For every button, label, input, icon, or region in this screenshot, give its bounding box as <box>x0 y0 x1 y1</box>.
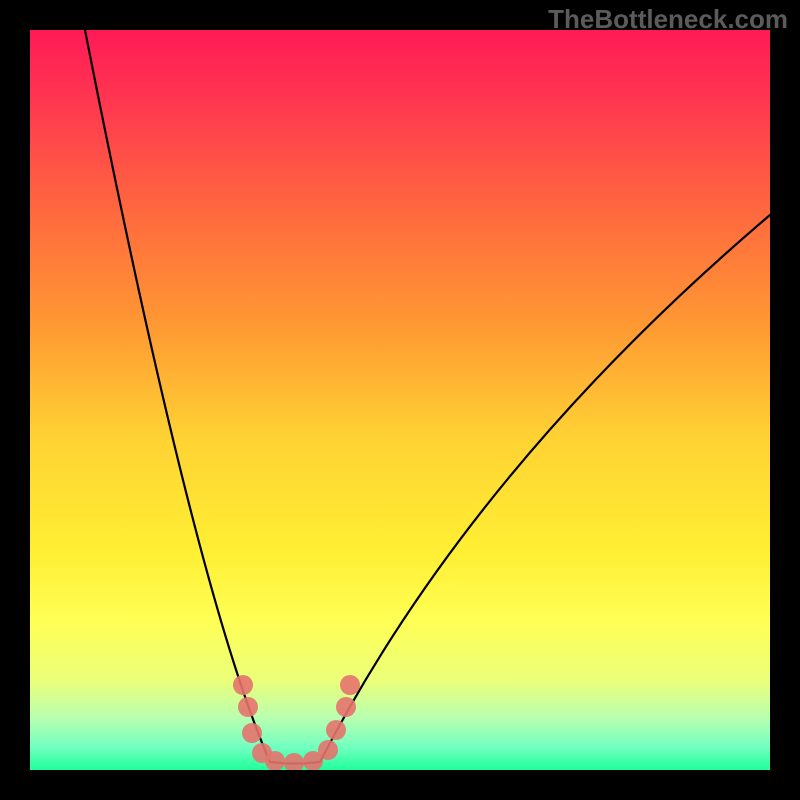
curve-marker <box>340 675 360 695</box>
curve-marker <box>284 753 304 770</box>
curve-marker <box>336 697 356 717</box>
watermark-text: TheBottleneck.com <box>548 4 788 35</box>
curve-marker <box>238 697 258 717</box>
plot-area <box>30 30 770 770</box>
curve-marker <box>326 720 346 740</box>
chart-frame: TheBottleneck.com <box>0 0 800 800</box>
curve-marker <box>233 675 253 695</box>
bottleneck-curve <box>85 30 770 764</box>
curve-marker <box>318 740 338 760</box>
curve-marker <box>242 723 262 743</box>
bottleneck-curve-svg <box>30 30 770 770</box>
